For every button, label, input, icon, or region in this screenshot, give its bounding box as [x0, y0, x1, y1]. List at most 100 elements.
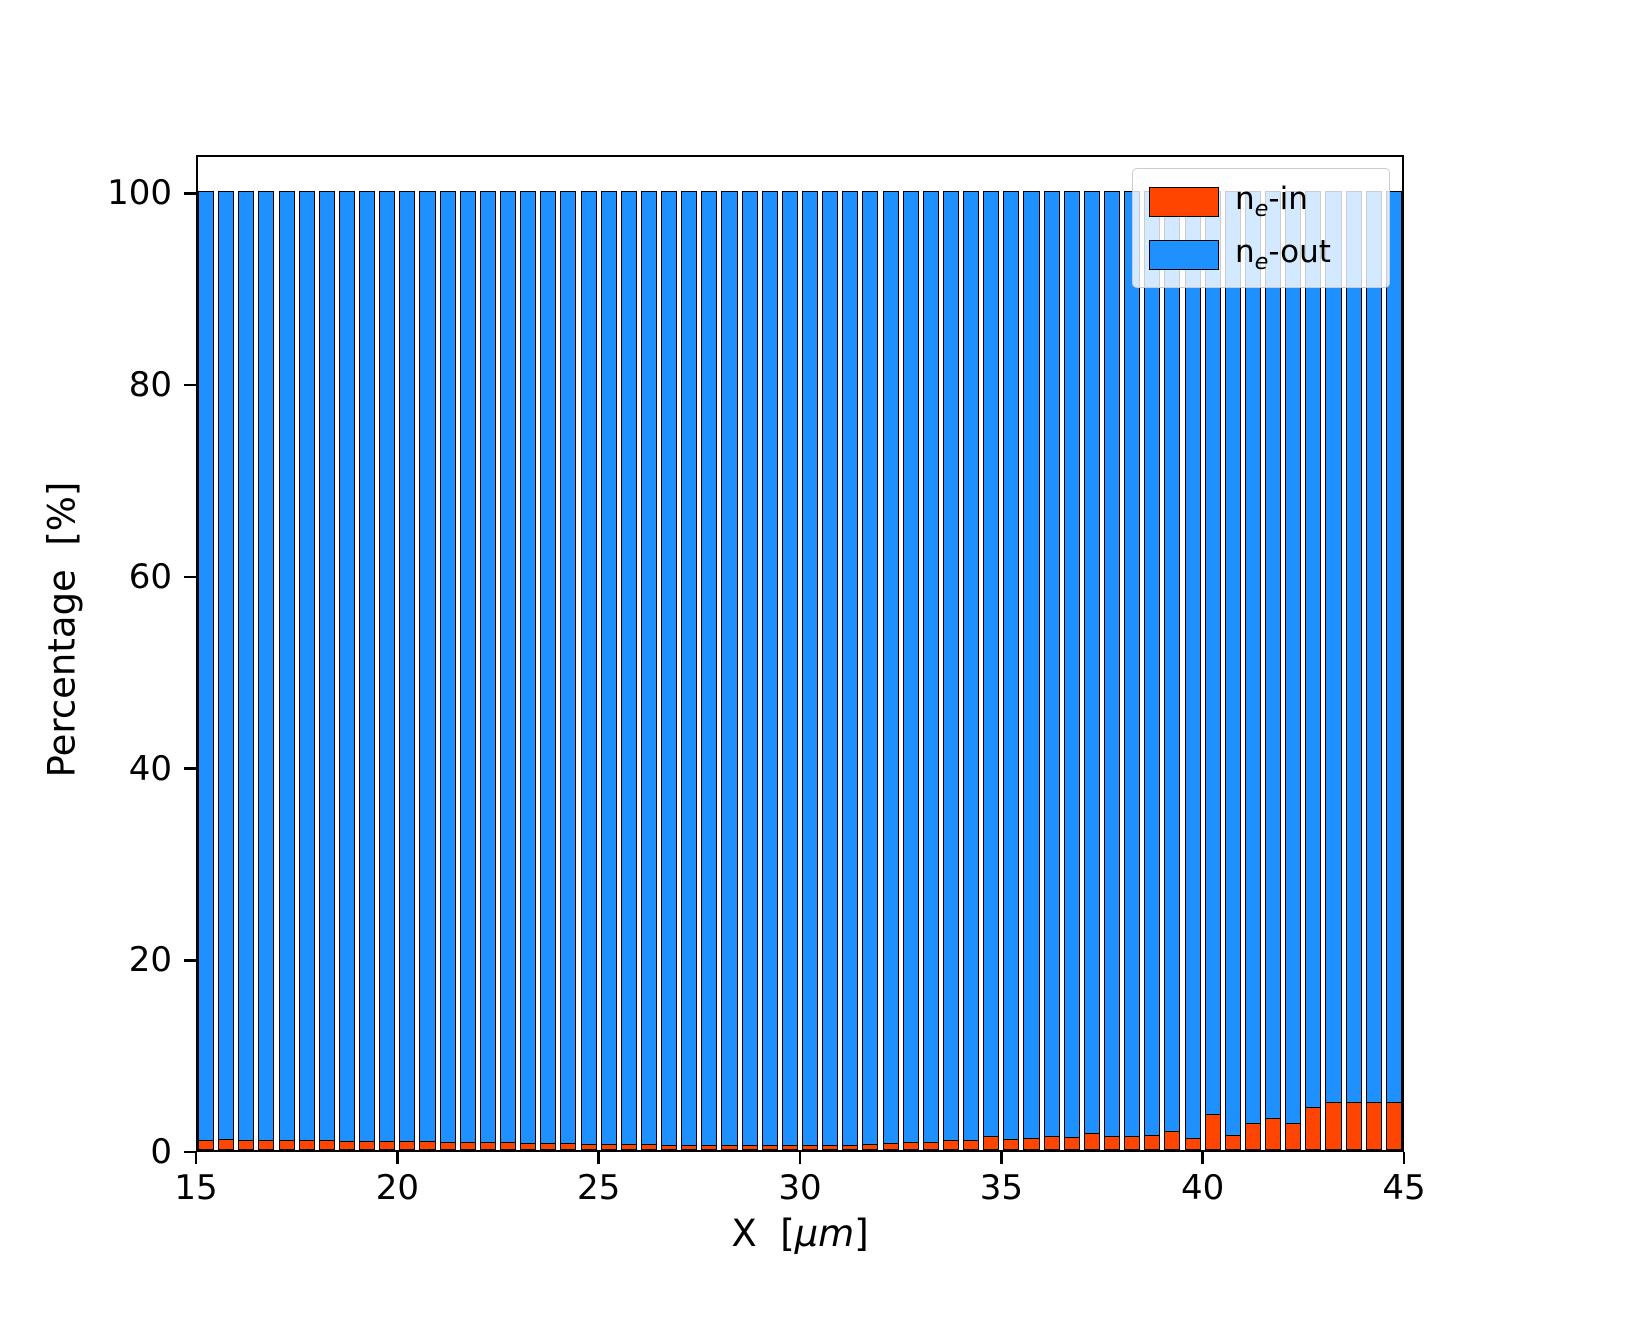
bar-segment-ne-in [1224, 1134, 1241, 1150]
bar-segment-ne-in [681, 1145, 698, 1150]
bar-segment-ne-out [580, 191, 597, 1146]
x-tick-label: 25 [577, 1168, 621, 1208]
bar-segment-ne-in [1325, 1102, 1342, 1150]
bar-segment-ne-out [1365, 191, 1382, 1104]
bar-segment-ne-out [1285, 191, 1302, 1125]
legend-label-ne-in: ne-in [1235, 181, 1308, 222]
bar-segment-ne-out [741, 191, 758, 1147]
bar-segment-ne-in [1164, 1130, 1181, 1150]
legend-label-ne-in-sub: e [1254, 196, 1269, 223]
legend-label-ne-out-sub: e [1254, 249, 1269, 276]
stacked-bar [1305, 191, 1322, 1150]
stacked-bar [560, 191, 577, 1150]
x-tick-mark [1201, 1152, 1204, 1164]
y-tick-mark [184, 575, 196, 579]
y-tick-label: 80 [128, 365, 172, 406]
y-tick-mark [184, 383, 196, 387]
bar-segment-ne-in [822, 1145, 839, 1150]
bar-segment-ne-in [781, 1145, 798, 1150]
bar-segment-ne-in [942, 1140, 960, 1150]
legend: ne-in ne-out [1132, 168, 1390, 289]
bar-segment-ne-out [681, 191, 698, 1147]
bar-segment-ne-in [399, 1141, 416, 1150]
stacked-bar [942, 191, 960, 1150]
bar-segment-ne-out [1325, 191, 1342, 1104]
bar-segment-ne-out [1224, 191, 1241, 1137]
stacked-bar [701, 191, 718, 1150]
bar-segment-ne-in [1244, 1123, 1262, 1150]
x-tick-label: 45 [1382, 1168, 1426, 1208]
x-axis-label-prefix: X [ [731, 1212, 795, 1255]
bar-segment-ne-in [198, 1140, 215, 1150]
y-tick-mark [184, 959, 196, 962]
bar-segment-ne-in [1265, 1118, 1282, 1150]
stacked-bar [1003, 191, 1020, 1150]
stacked-bar [459, 191, 476, 1150]
legend-label-ne-out: ne-out [1235, 234, 1331, 275]
y-tick-label: 20 [128, 940, 172, 981]
bar-segment-ne-in [963, 1140, 980, 1150]
bar-segment-ne-out [338, 191, 356, 1143]
stacked-bar [963, 191, 980, 1150]
bar-segment-ne-out [1104, 191, 1121, 1138]
stacked-bar [1083, 191, 1100, 1150]
stacked-bar [781, 191, 798, 1150]
y-tick-label: 40 [128, 748, 172, 789]
bar-segment-ne-in [1385, 1102, 1402, 1150]
bar-segment-ne-out [379, 191, 396, 1143]
bar-segment-ne-out [218, 191, 235, 1142]
bar-segment-ne-in [520, 1143, 537, 1150]
bar-segment-ne-out [1385, 191, 1402, 1104]
bar-segment-ne-in [1305, 1106, 1322, 1150]
stacked-bar [1204, 191, 1221, 1150]
stacked-bar [218, 191, 235, 1150]
y-axis-label: Percentage [%] [0, 482, 127, 825]
bar-segment-ne-in [862, 1144, 879, 1150]
bar-segment-ne-in [1083, 1132, 1100, 1150]
y-tick-label: 100 [107, 173, 172, 214]
stacked-bar [338, 191, 356, 1150]
stacked-bar [640, 191, 658, 1150]
bars-layer [198, 157, 1402, 1150]
y-tick-mark [184, 767, 196, 770]
bar-segment-ne-out [459, 191, 476, 1144]
stacked-bar [1385, 191, 1402, 1150]
stacked-bar [298, 191, 315, 1150]
bar-segment-ne-in [882, 1143, 899, 1150]
bar-segment-ne-out [1244, 191, 1262, 1125]
bar-segment-ne-out [198, 191, 215, 1143]
bar-segment-ne-out [1204, 191, 1221, 1116]
x-axis-label-suffix: ] [854, 1212, 869, 1255]
bar-segment-ne-in [983, 1135, 1000, 1150]
bar-segment-ne-out [620, 191, 637, 1146]
bar-segment-ne-out [1083, 191, 1100, 1135]
bar-segment-ne-in [1043, 1135, 1060, 1150]
bar-segment-ne-out [359, 191, 376, 1143]
stacked-bar [1325, 191, 1342, 1150]
bar-segment-ne-out [1265, 191, 1282, 1120]
legend-label-ne-in-suffix: -in [1268, 181, 1308, 217]
bar-segment-ne-out [1124, 191, 1141, 1138]
bar-segment-ne-out [701, 191, 718, 1147]
stacked-bar [741, 191, 758, 1150]
bar-segment-ne-out [258, 191, 275, 1143]
x-axis-label: X [μm] [731, 1212, 868, 1255]
bar-segment-ne-in [379, 1141, 396, 1150]
bar-segment-ne-out [862, 191, 879, 1146]
y-tick-mark [184, 192, 196, 195]
legend-label-ne-out-suffix: -out [1268, 234, 1331, 271]
stacked-bar [620, 191, 637, 1150]
stacked-bar [1164, 191, 1181, 1150]
y-tick-mark [184, 1150, 196, 1154]
bar-segment-ne-out [419, 191, 436, 1143]
stacked-bar [1244, 191, 1262, 1150]
bar-segment-ne-in [620, 1144, 637, 1150]
bar-segment-ne-out [661, 191, 678, 1147]
stacked-bar [399, 191, 416, 1150]
stacked-bar [318, 191, 335, 1150]
bar-segment-ne-out [560, 191, 577, 1145]
bar-segment-ne-in [721, 1145, 738, 1150]
stacked-bar [540, 191, 557, 1150]
bar-segment-ne-in [258, 1140, 275, 1150]
